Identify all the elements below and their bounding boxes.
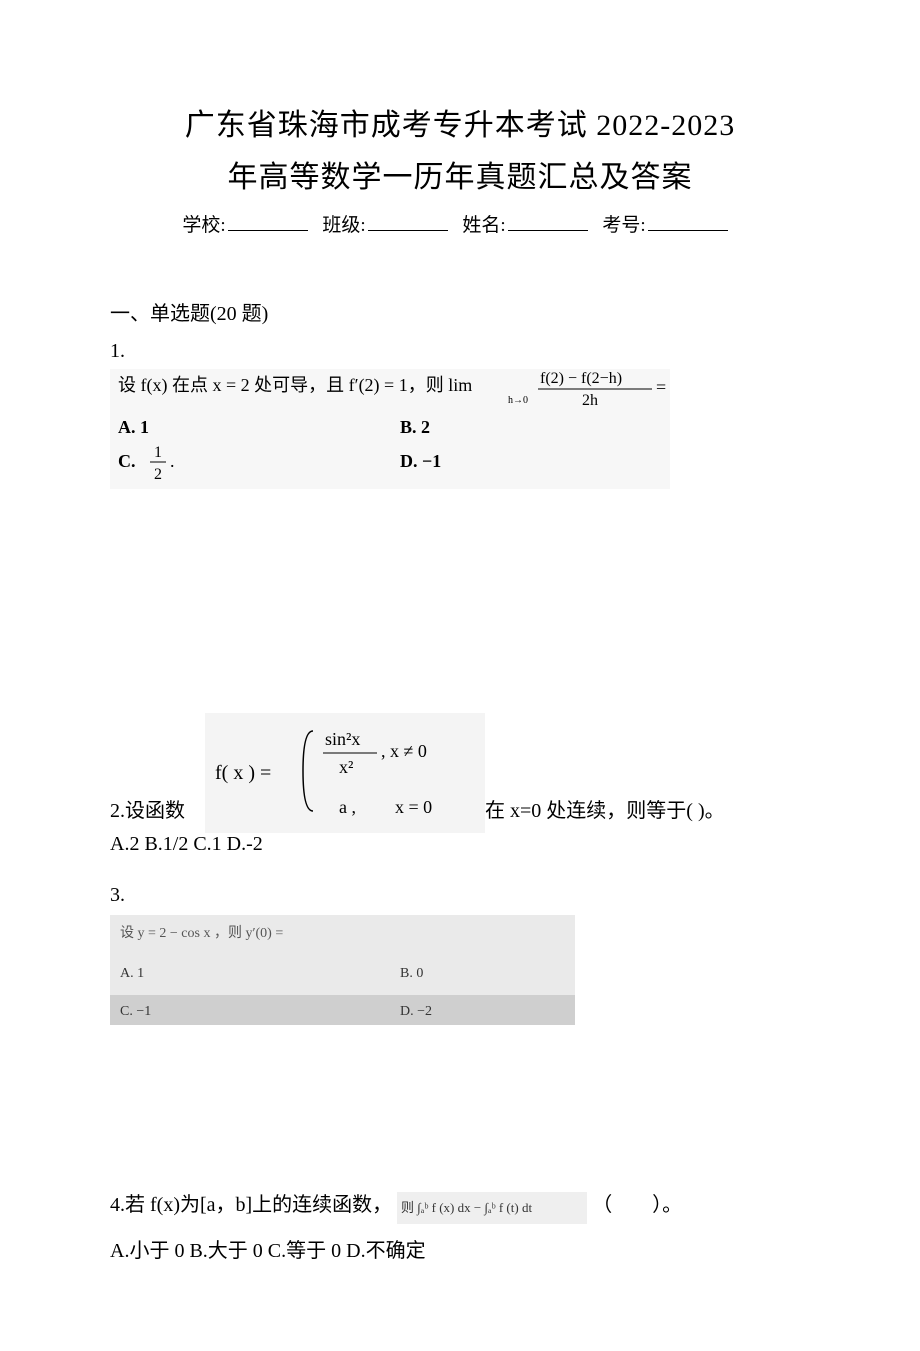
svg-text:a ,: a , bbox=[339, 797, 356, 817]
q4-line1: 4.若 f(x)为[a，b]上的连续函数， 则 ∫ₐᵇ f (x) dx − ∫… bbox=[110, 1185, 810, 1226]
label-name: 姓名: bbox=[462, 215, 505, 236]
svg-text:D. −2: D. −2 bbox=[400, 1004, 432, 1019]
svg-text:A. 1: A. 1 bbox=[118, 417, 149, 437]
svg-text:设 y = 2 − cos x ，则 y′(0) =: 设 y = 2 − cos x ，则 y′(0) = bbox=[120, 925, 283, 941]
svg-text:B. 2: B. 2 bbox=[400, 417, 430, 437]
q2-text-after: 在 x=0 处连续，则等于( )。 bbox=[485, 794, 725, 823]
svg-text:A. 1: A. 1 bbox=[120, 966, 144, 981]
question-4: 4.若 f(x)为[a，b]上的连续函数， 则 ∫ₐᵇ f (x) dx − ∫… bbox=[110, 1185, 810, 1263]
q1-math-svg: 设 f(x) 在点 x = 2 处可导，且 f′(2) = 1，则 lim h→… bbox=[110, 369, 670, 489]
student-info-line: 学校: 班级: 姓名: 考号: bbox=[110, 210, 810, 237]
question-1: 1. 设 f(x) 在点 x = 2 处可导，且 f′(2) = 1，则 lim… bbox=[110, 340, 810, 489]
q4-prefix: 4.若 f(x)为[a，b]上的连续函数， bbox=[110, 1194, 392, 1216]
svg-text:x = 0: x = 0 bbox=[395, 797, 432, 817]
label-class: 班级: bbox=[322, 215, 365, 236]
svg-text:sin²x: sin²x bbox=[325, 729, 360, 749]
q4-options: A.小于 0 B.大于 0 C.等于 0 D.不确定 bbox=[110, 1234, 810, 1263]
svg-text:D. −1: D. −1 bbox=[400, 451, 441, 471]
svg-text:h→0: h→0 bbox=[508, 395, 528, 406]
question-3: 3. 设 y = 2 − cos x ，则 y′(0) = A. 1 B. 0 … bbox=[110, 884, 810, 1025]
svg-text:2: 2 bbox=[154, 466, 162, 483]
svg-text:f( x ) =: f( x ) = bbox=[215, 762, 271, 784]
question-2: 2.设函数 f( x ) = sin²x x² , x ≠ 0 a , x = … bbox=[110, 707, 810, 856]
svg-text:2h: 2h bbox=[582, 392, 598, 409]
blank-school bbox=[228, 230, 308, 231]
q3-math-svg: 设 y = 2 − cos x ，则 y′(0) = A. 1 B. 0 C. … bbox=[110, 915, 575, 1025]
svg-text:则 ∫ₐᵇ f (x) dx − ∫ₐᵇ f (t) d: 则 ∫ₐᵇ f (x) dx − ∫ₐᵇ f (t) dt bbox=[401, 1200, 532, 1216]
q3-figure: 设 y = 2 − cos x ，则 y′(0) = A. 1 B. 0 C. … bbox=[110, 913, 575, 1025]
q2-options: A.2 B.1/2 C.1 D.-2 bbox=[110, 833, 810, 856]
q2-math-svg: f( x ) = sin²x x² , x ≠ 0 a , x = 0 bbox=[205, 713, 485, 833]
svg-text:C.: C. bbox=[118, 451, 136, 471]
section-title: 一、单选题(20 题) bbox=[110, 297, 810, 326]
q1-number: 1. bbox=[110, 340, 810, 363]
q4-suffix: （ ）。 bbox=[592, 1194, 682, 1216]
blank-examno bbox=[648, 230, 728, 231]
svg-text:.: . bbox=[170, 451, 175, 471]
svg-text:1: 1 bbox=[154, 444, 162, 461]
svg-text:设 f(x) 在点 x = 2 处可导，且 f′(2) =: 设 f(x) 在点 x = 2 处可导，且 f′(2) = 1，则 lim bbox=[118, 375, 472, 396]
blank-class bbox=[368, 230, 448, 231]
label-school: 学校: bbox=[182, 215, 225, 236]
blank-name bbox=[508, 230, 588, 231]
svg-text:x²: x² bbox=[339, 757, 353, 777]
svg-text:=: = bbox=[656, 377, 666, 397]
svg-text:C. −1: C. −1 bbox=[120, 1004, 151, 1019]
svg-text:B. 0: B. 0 bbox=[400, 966, 423, 981]
svg-text:f(2) − f(2−h): f(2) − f(2−h) bbox=[540, 370, 622, 387]
q3-number: 3. bbox=[110, 884, 810, 907]
title-line-2: 年高等数学一历年真题汇总及答案 bbox=[110, 152, 810, 196]
label-examno: 考号: bbox=[602, 215, 645, 236]
q4-math-svg: 则 ∫ₐᵇ f (x) dx − ∫ₐᵇ f (t) dt bbox=[397, 1192, 587, 1224]
title-line-1: 广东省珠海市成考专升本考试 2022-2023 bbox=[110, 100, 810, 144]
q1-figure: 设 f(x) 在点 x = 2 处可导，且 f′(2) = 1，则 lim h→… bbox=[110, 369, 670, 489]
svg-text:, x ≠ 0: , x ≠ 0 bbox=[381, 741, 427, 761]
